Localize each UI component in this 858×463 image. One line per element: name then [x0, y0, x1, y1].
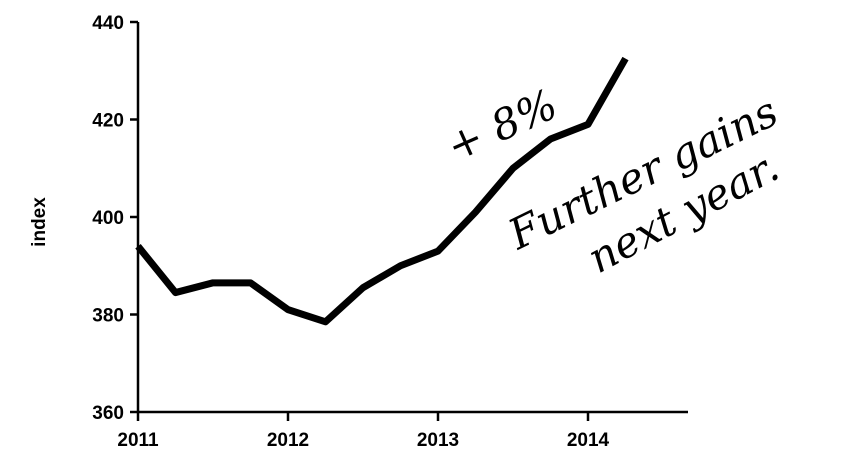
series-layer: [135, 56, 629, 326]
handwritten-annotations: + 8% Further gains next year.: [439, 80, 786, 283]
x-tick-label: 2013: [417, 430, 459, 451]
x-tick-label: 2014: [567, 430, 610, 451]
y-ticks: 360 380 400 420 440: [92, 13, 138, 424]
series-line: [135, 56, 629, 326]
y-tick-label: 420: [92, 111, 124, 132]
x-tick-label: 2011: [117, 430, 159, 451]
x-tick-label: 2012: [267, 430, 309, 451]
y-tick-label: 400: [92, 208, 124, 229]
annotation-plus-8-percent: + 8%: [439, 80, 564, 172]
y-tick-label: 360: [92, 403, 124, 424]
y-tick-label: 380: [92, 306, 124, 327]
x-ticks: 2011 2012 2013 2014: [117, 412, 610, 451]
y-tick-label: 440: [92, 13, 124, 34]
y-axis-label: index: [29, 197, 50, 247]
